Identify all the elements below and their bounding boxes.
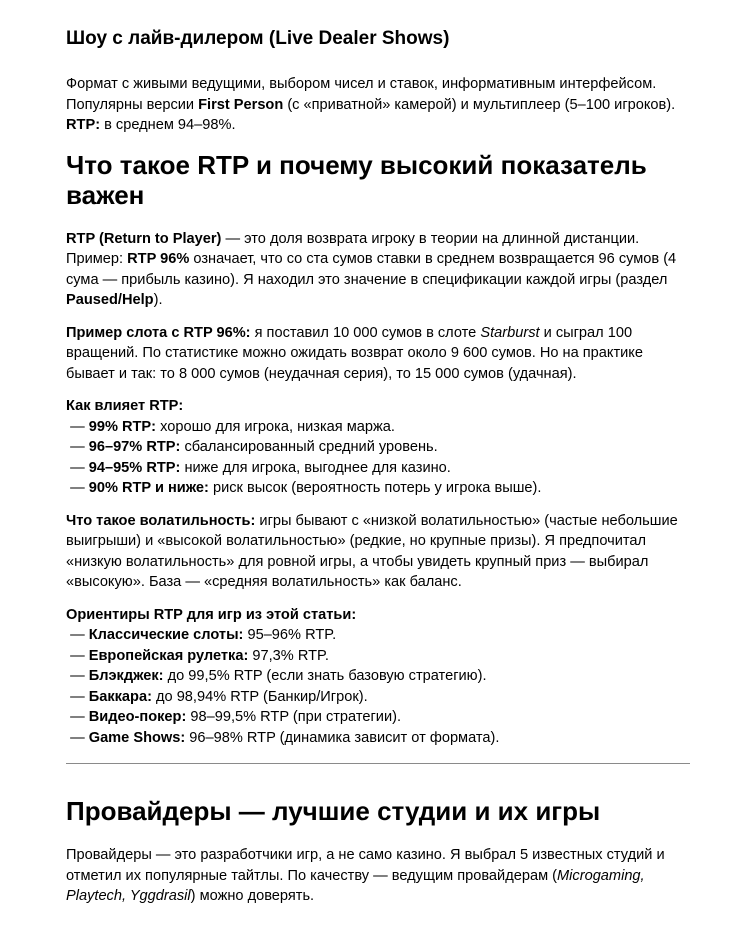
text-run: RTP 96%	[127, 251, 190, 267]
text-run: Paused/Help	[66, 292, 154, 308]
text-run: Блэкджек:	[88, 668, 164, 684]
text-run: Классические слоты:	[88, 627, 244, 643]
text-run: — это доля возврата игроку в теории на д…	[66, 230, 644, 268]
text-run: риск высок (вероятность потерь у игрока …	[208, 480, 542, 496]
text-run: 90% RTP и ниже:	[88, 480, 209, 496]
text-run: —	[70, 418, 85, 435]
text-run: 94–95% RTP:	[88, 459, 181, 476]
text-run: сбалансированный средний уровень. —	[70, 439, 438, 476]
text-run: Формат с живыми ведущими, выбором чисел …	[66, 76, 661, 113]
text-run: Европейская рулетка:	[88, 647, 249, 664]
text-run: RTP (Return to Player)	[66, 230, 222, 247]
text-run: Провайдеры — лучшие студии и их игры	[66, 796, 601, 826]
paragraph-volatility: Что такое волатильность: игры бывают с «…	[66, 511, 690, 593]
list-rtp-benchmarks: Ориентиры RTP для игр из этой статьи: — …	[66, 605, 690, 749]
text-run: Game Shows:	[88, 729, 186, 746]
text-run: я поставил 10 000 сумов в слоте	[250, 324, 481, 341]
text-run: 95–96% RTP. —	[70, 627, 337, 664]
text-run: Как влияет RTP:	[66, 398, 184, 414]
text-run: Баккара:	[88, 688, 152, 705]
text-run: Ориентиры RTP для игр из этой статьи:	[66, 606, 357, 623]
text-run: 96–98% RTP (динамика зависит от формата)…	[185, 729, 500, 746]
text-run: Пример слота с RTP 96%:	[66, 324, 251, 341]
text-run: (с «приватной» камерой) и мультиплеер (5…	[283, 96, 680, 113]
text-run: 99% RTP:	[88, 418, 157, 435]
text-run: ниже для игрока, выгоднее для казино. —	[70, 459, 451, 497]
text-run: —	[70, 627, 85, 643]
section-divider	[66, 763, 690, 764]
paragraph-rtp-definition: RTP (Return to Player) — это доля возвра…	[66, 229, 690, 311]
text-run: 96–97% RTP:	[88, 439, 181, 455]
list-rtp-impact: Как влияет RTP: — 99% RTP: хорошо для иг…	[66, 396, 690, 499]
text-run: Видео-покер:	[88, 709, 187, 725]
text-run: ).	[153, 292, 163, 308]
text-run: Starburst	[480, 324, 540, 341]
paragraph-live-dealer-format: Формат с живыми ведущими, выбором чисел …	[66, 74, 690, 136]
text-run: игры бывают с «низкой волатильностью» (ч…	[66, 512, 682, 591]
text-run: и сыграл 100 вращений. По статистике мож…	[66, 324, 648, 382]
heading-providers: Провайдеры — лучшие студии и их игры	[66, 796, 690, 826]
heading-live-dealer-shows: Шоу с лайв-дилером (Live Dealer Shows)	[66, 27, 690, 50]
paragraph-providers-intro: Провайдеры — это разработчики игр, а не …	[66, 845, 690, 907]
text-run: Провайдеры — это разработчики игр, а не …	[66, 847, 669, 884]
text-run: Что такое RTP и почему высокий показател…	[66, 149, 654, 210]
text-run: означает, что со ста сумов ставки в сред…	[66, 251, 681, 288]
text-run: в среднем 94–98%.	[100, 117, 236, 133]
heading-what-is-rtp: Что такое RTP и почему высокий показател…	[66, 150, 690, 210]
paragraph-rtp-slot-example: Пример слота с RTP 96%: я поставил 10 00…	[66, 323, 690, 385]
text-run: до 98,94% RTP (Банкир/Игрок). —	[70, 688, 368, 726]
text-run: RTP:	[66, 117, 101, 133]
text-run: до 99,5% RTP (если знать базовую стратег…	[70, 668, 487, 705]
text-run: Шоу с лайв-дилером (Live Dealer Shows)	[66, 28, 450, 49]
text-run: ) можно доверять.	[190, 888, 315, 904]
text-run: хорошо для игрока, низкая маржа. —	[70, 418, 395, 456]
text-run: 98–99,5% RTP (при стратегии). —	[70, 709, 402, 746]
text-run: Что такое волатильность:	[66, 512, 256, 529]
text-run: 97,3% RTP. —	[70, 647, 329, 685]
document-content: Шоу с лайв-дилером (Live Dealer Shows) Фо…	[66, 27, 690, 907]
text-run: First Person	[198, 96, 284, 113]
